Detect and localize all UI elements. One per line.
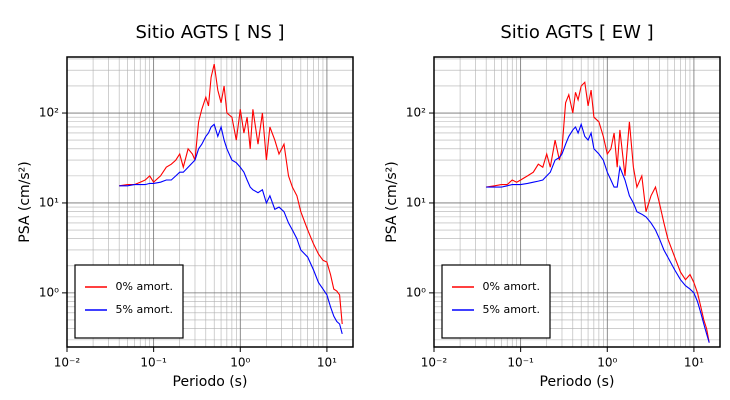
y-tick-label: 10⁰ [406,285,426,299]
x-tick-label: 10¹ [684,356,704,370]
y-tick-label: 10⁰ [39,285,59,299]
y-tick-label: 10² [406,106,426,120]
chart-title: Sitio AGTS [ NS ] [135,22,284,43]
series-line [119,123,343,335]
legend-label: 0% amort. [483,280,540,293]
legend-box [74,264,184,339]
x-tick-label: 10⁻² [421,356,448,370]
series-line [486,81,710,343]
y-axis-label: PSA (cm/s²) [384,161,400,243]
x-tick-label: 10⁰ [230,356,250,370]
chart-title: Sitio AGTS [ EW ] [500,22,653,43]
x-tick-label: 10¹ [317,356,337,370]
x-axis-label: Periodo (s) [540,374,615,390]
series-line [486,122,710,343]
y-axis-label: PSA (cm/s²) [17,161,33,243]
y-tick-label: 10¹ [406,195,426,209]
legend-label: 5% amort. [116,303,173,316]
x-tick-label: 10⁻² [54,356,81,370]
x-tick-label: 10⁻¹ [507,356,534,370]
x-axis-label: Periodo (s) [173,374,248,390]
legend-label: 0% amort. [116,280,173,293]
plot-frame [433,56,721,348]
series-line [119,63,343,325]
x-tick-label: 10⁻¹ [140,356,167,370]
legend-box [441,264,551,339]
y-tick-label: 10¹ [39,195,59,209]
plot-frame [66,56,354,348]
legend-label: 5% amort. [483,303,540,316]
y-tick-label: 10² [39,106,59,120]
x-tick-label: 10⁰ [597,356,617,370]
